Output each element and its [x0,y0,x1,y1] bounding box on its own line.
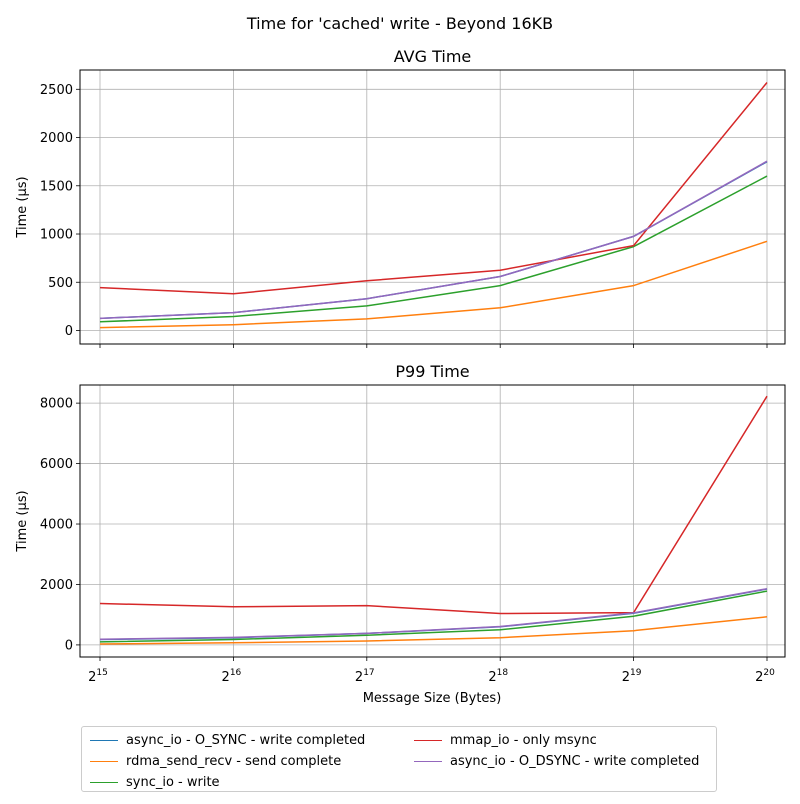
legend-item: rdma_send_recv - send complete [90,751,414,772]
legend-swatch [90,782,118,783]
x-tick-label: 220 [755,668,775,685]
series-line-2 [99,240,768,329]
y-tick-label: 4000 [40,518,73,533]
legend-label: async_io - O_DSYNC - write completed [450,754,700,769]
series-line-5 [99,160,768,320]
y-tick-label: 2000 [40,578,73,593]
y-tick-label: 0 [65,638,73,653]
x-tick-exponent: 17 [363,668,374,678]
x-tick-label: 218 [488,668,508,685]
y-axis-label: Time (µs) [15,490,30,552]
series-line-3 [99,175,768,323]
legend-item: async_io - O_SYNC - write completed [90,730,414,751]
y-tick-label: 500 [48,276,73,291]
series-line-5 [99,587,768,640]
x-tick-label: 216 [222,668,242,685]
series-line-4 [99,395,768,615]
y-tick-label: 6000 [40,457,73,472]
x-tick-label: 219 [622,668,642,685]
x-tick-label: 217 [355,668,375,685]
y-tick-label: 1000 [40,228,73,243]
legend-swatch [414,761,442,762]
y-tick-label: 1500 [40,179,73,194]
subplot-title: AVG Time [394,47,472,66]
x-tick-exponent: 19 [630,668,642,678]
y-axis-label: Time (µs) [15,176,30,238]
legend-label: mmap_io - only msync [450,733,597,748]
legend-item: sync_io - write [90,772,414,793]
x-tick-base: 2 [488,670,496,685]
x-tick-label: 215 [88,668,108,685]
series-line-4 [99,82,768,295]
legend-swatch [90,761,118,762]
axes-frame [79,69,786,345]
legend-label: rdma_send_recv - send complete [126,754,342,769]
legend-swatch [414,740,442,741]
x-tick-exponent: 16 [230,668,242,678]
axes-frame [79,384,786,658]
subplot-title: P99 Time [395,362,469,381]
x-tick-base: 2 [222,670,230,685]
y-tick-label: 2500 [40,83,73,98]
x-tick-base: 2 [355,670,363,685]
x-tick-base: 2 [88,670,96,685]
y-tick-label: 2000 [40,131,73,146]
x-tick-exponent: 18 [497,668,509,678]
series-line-1 [99,161,768,320]
legend: async_io - O_SYNC - write completed mmap_… [81,726,717,792]
x-tick-exponent: 15 [96,668,107,678]
legend-label: sync_io - write [126,775,220,790]
legend-item: mmap_io - only msync [414,730,714,751]
legend-swatch [90,740,118,741]
x-tick-base: 2 [622,670,630,685]
figure-title: Time for 'cached' write - Beyond 16KB [246,14,553,33]
y-tick-label: 0 [65,324,73,339]
legend-label: async_io - O_SYNC - write completed [126,733,366,748]
series-line-3 [99,590,768,643]
x-axis-label: Message Size (Bytes) [363,691,502,706]
x-tick-base: 2 [755,670,763,685]
y-tick-label: 8000 [40,397,73,412]
series-line-2 [99,616,768,645]
legend-item: async_io - O_DSYNC - write completed [414,751,714,772]
x-tick-exponent: 20 [763,668,775,678]
